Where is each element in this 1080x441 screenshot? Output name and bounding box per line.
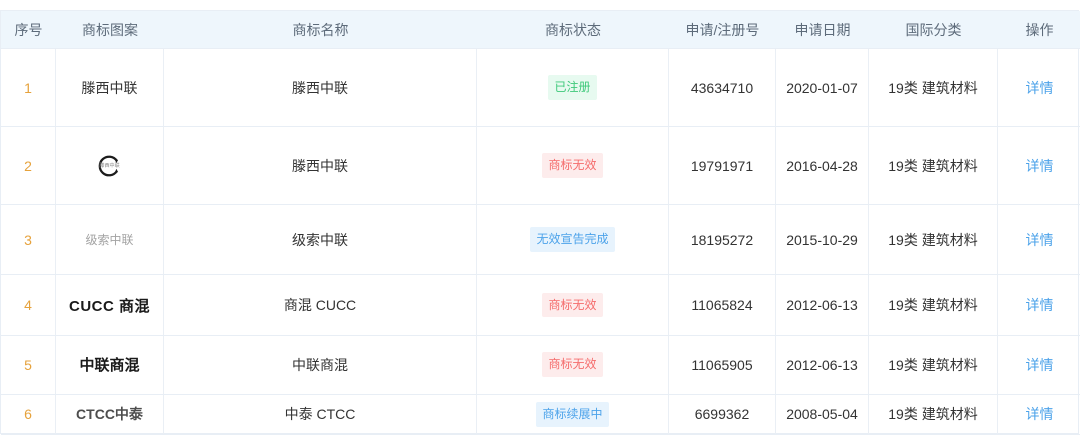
svg-text:滕西中联: 滕西中联: [99, 162, 119, 169]
